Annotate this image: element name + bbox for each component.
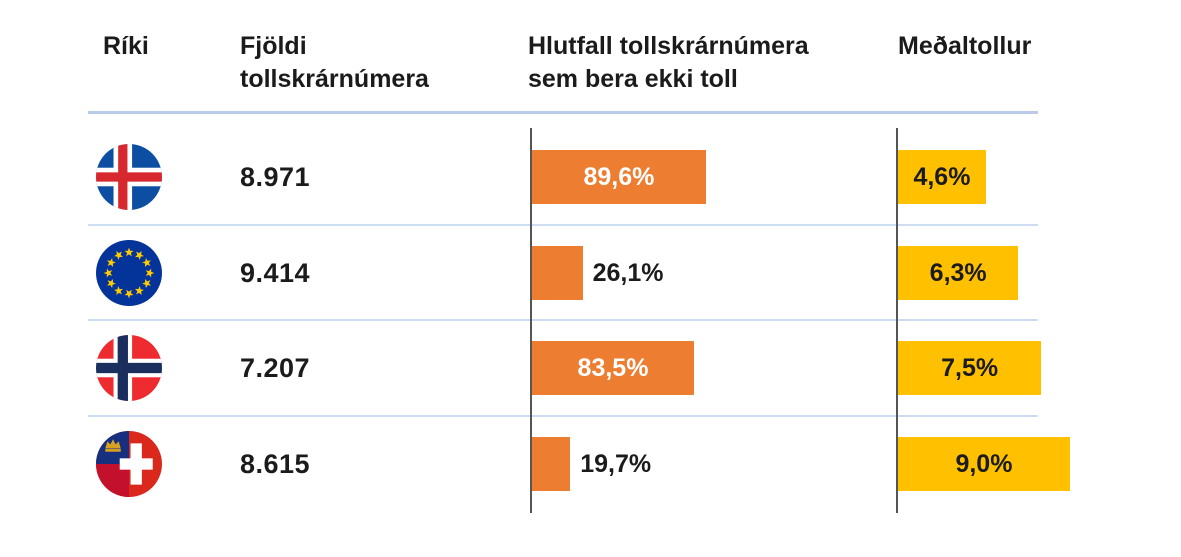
column-header-tariff-code-count: Fjöldi tollskrárnúmera [240, 32, 429, 93]
table-row: 8.615 19,7% 9,0% [0, 417, 1181, 512]
table-row: 7.207 83,5% 7,5% [0, 321, 1181, 416]
duty-free-share-bar [532, 246, 583, 300]
table-row: 8.971 89,6% 4,6% [0, 130, 1181, 225]
column-header-duty-free-share: Hlutfall tollskrárnúmera sem bera ekki t… [528, 32, 809, 93]
duty-free-share-bar: 89,6% [532, 150, 706, 204]
iceland-flag-icon [96, 144, 162, 210]
average-tariff-bar: 4,6% [898, 150, 986, 204]
liechtenstein-switzerland-flag-icon [96, 431, 162, 497]
average-tariff-bar: 9,0% [898, 437, 1070, 491]
average-tariff-label: 6,3% [929, 258, 987, 287]
row-divider-line [88, 319, 1038, 321]
average-tariff-label: 9,0% [955, 449, 1013, 478]
column-header-country: Ríki [103, 32, 149, 60]
average-tariff-label: 7,5% [941, 353, 999, 382]
row-divider-line [88, 415, 1038, 417]
duty-free-share-label: 83,5% [577, 353, 649, 382]
average-tariff-bar: 6,3% [898, 246, 1019, 300]
average-tariff-bar: 7,5% [898, 341, 1042, 395]
row-divider-line [88, 224, 1038, 226]
average-tariff-label: 4,6% [913, 162, 971, 191]
column-header-average-tariff: Meðaltollur [898, 32, 1032, 60]
tariff-code-count: 9.414 [240, 258, 311, 288]
tariff-code-count: 8.971 [240, 162, 311, 192]
table-row: 9.414 26,1% 6,3% [0, 226, 1181, 321]
tariff-code-count: 7.207 [240, 353, 311, 383]
header-divider-line [88, 111, 1038, 114]
average-tariff-axis-line [896, 128, 898, 513]
duty-free-share-bar [532, 437, 571, 491]
tariff-code-count: 8.615 [240, 449, 311, 479]
duty-free-share-label: 26,1% [592, 258, 664, 287]
duty-free-share-label: 19,7% [580, 449, 652, 478]
norway-flag-icon [96, 335, 162, 401]
share-bar-axis-line [530, 128, 532, 513]
duty-free-share-bar: 83,5% [532, 341, 694, 395]
eu-flag-icon [96, 240, 162, 306]
duty-free-share-label: 89,6% [583, 162, 655, 191]
